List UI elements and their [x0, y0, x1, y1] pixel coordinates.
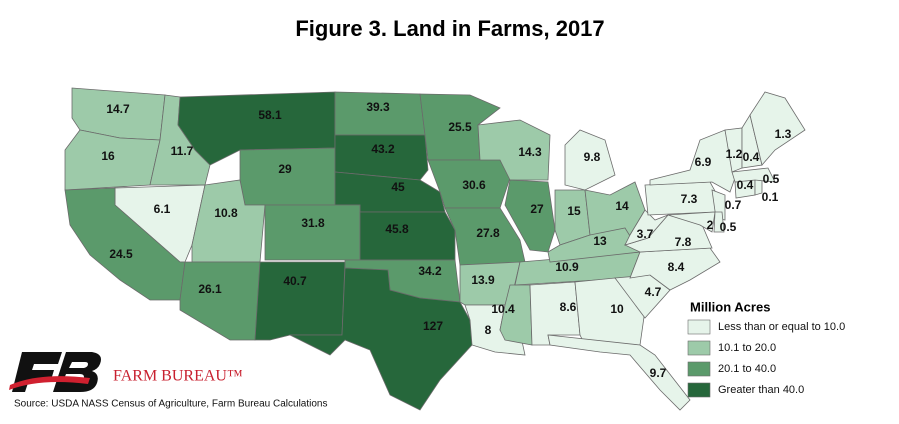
state-value-label: 6.9 — [695, 155, 712, 169]
state-value-label: 13 — [593, 234, 607, 248]
logo-mark — [9, 352, 101, 392]
state-value-label: 14.7 — [106, 102, 130, 116]
state-labels: 14.716 11.758.12939.343.24525.530.614.327… — [101, 100, 791, 380]
state-value-label: 10.8 — [214, 206, 238, 220]
legend-label: 10.1 to 20.0 — [718, 342, 776, 354]
state — [649, 129, 736, 193]
legend-swatch — [687, 382, 711, 398]
state — [359, 211, 456, 261]
state — [713, 211, 725, 233]
state — [264, 204, 361, 261]
state-value-label: 8.4 — [668, 260, 685, 274]
state — [547, 334, 691, 411]
state-value-label: 26.1 — [198, 282, 222, 296]
state-value-label: 4.7 — [645, 285, 662, 299]
state-value-label: 8 — [485, 323, 492, 337]
state-value-label: 29 — [278, 162, 292, 176]
state-value-label: 2 — [707, 218, 714, 232]
state-value-label: 58.1 — [258, 108, 282, 122]
title: Figure 3. Land in Farms, 2017 — [295, 16, 604, 41]
states — [64, 87, 806, 411]
state-value-label: 1.3 — [775, 127, 792, 141]
state-value-label: 8.6 — [560, 300, 577, 314]
state-value-label: 10 — [610, 302, 624, 316]
state-value-label: 27 — [530, 202, 544, 216]
state-value-label: 15 — [567, 204, 581, 218]
state-value-label: 10.9 — [555, 260, 579, 274]
state-value-label: 30.6 — [462, 178, 486, 192]
state-value-label: 0.4 — [737, 178, 754, 192]
state — [667, 211, 716, 233]
state-value-label: 39.3 — [366, 100, 390, 114]
state-value-label: 0.5 — [763, 172, 780, 186]
legend-swatch — [687, 340, 711, 356]
state-value-label: 6.1 — [154, 202, 171, 216]
state-value-label: 0.7 — [725, 198, 742, 212]
state-value-label: 127 — [423, 319, 443, 333]
state-value-label: 27.8 — [476, 226, 500, 240]
state — [564, 129, 616, 191]
state — [749, 91, 806, 166]
legend: Less than or equal to 10.0 10.1 to 20.0 20… — [687, 319, 845, 398]
legend-label: 20.1 to 40.0 — [718, 363, 776, 375]
state-value-label: 3.7 — [637, 227, 654, 241]
state-value-label: 13.9 — [471, 273, 495, 287]
state-value-label: 14.3 — [518, 145, 542, 159]
legend-label: Greater than 40.0 — [718, 384, 804, 396]
state-value-label: 9.7 — [650, 366, 667, 380]
state-value-label: 25.5 — [448, 120, 472, 134]
state-value-label: 45 — [391, 180, 405, 194]
state-value-label: 0.5 — [720, 220, 737, 234]
legend-label: Less than or equal to 10.0 — [718, 321, 845, 333]
state — [179, 261, 261, 341]
state — [547, 227, 641, 263]
legend-title: Million Acres — [690, 299, 770, 314]
source: Source: USDA NASS Census of Agriculture,… — [14, 399, 327, 410]
legend-swatch — [687, 319, 711, 335]
state — [731, 167, 776, 183]
state-value-label: 0.1 — [762, 190, 779, 204]
state-value-label: 9.8 — [584, 150, 601, 164]
logo-text: FARM BUREAU™ — [113, 368, 243, 385]
state-value-label: 11.7 — [171, 144, 194, 158]
state — [334, 134, 429, 181]
state-value-label: 45.8 — [385, 222, 409, 236]
state-value-label: 40.7 — [283, 274, 307, 288]
state-value-label: 10.4 — [491, 302, 515, 316]
state — [239, 147, 336, 206]
state-value-label: 24.5 — [109, 247, 133, 261]
state — [191, 179, 266, 263]
legend-swatch — [687, 361, 711, 377]
state — [289, 267, 473, 411]
state-value-label: 43.2 — [371, 142, 395, 156]
state — [477, 119, 551, 181]
state-value-label: 31.8 — [301, 216, 325, 230]
state-value-label: 0.4 — [743, 150, 760, 164]
state-value-label: 16 — [101, 149, 115, 163]
state-value-label: 7.8 — [675, 235, 692, 249]
state-value-label: 7.3 — [681, 192, 698, 206]
state-value-label: 1.2 — [726, 147, 743, 161]
state-value-label: 14 — [615, 199, 629, 213]
state-value-label: 34.2 — [418, 264, 442, 278]
